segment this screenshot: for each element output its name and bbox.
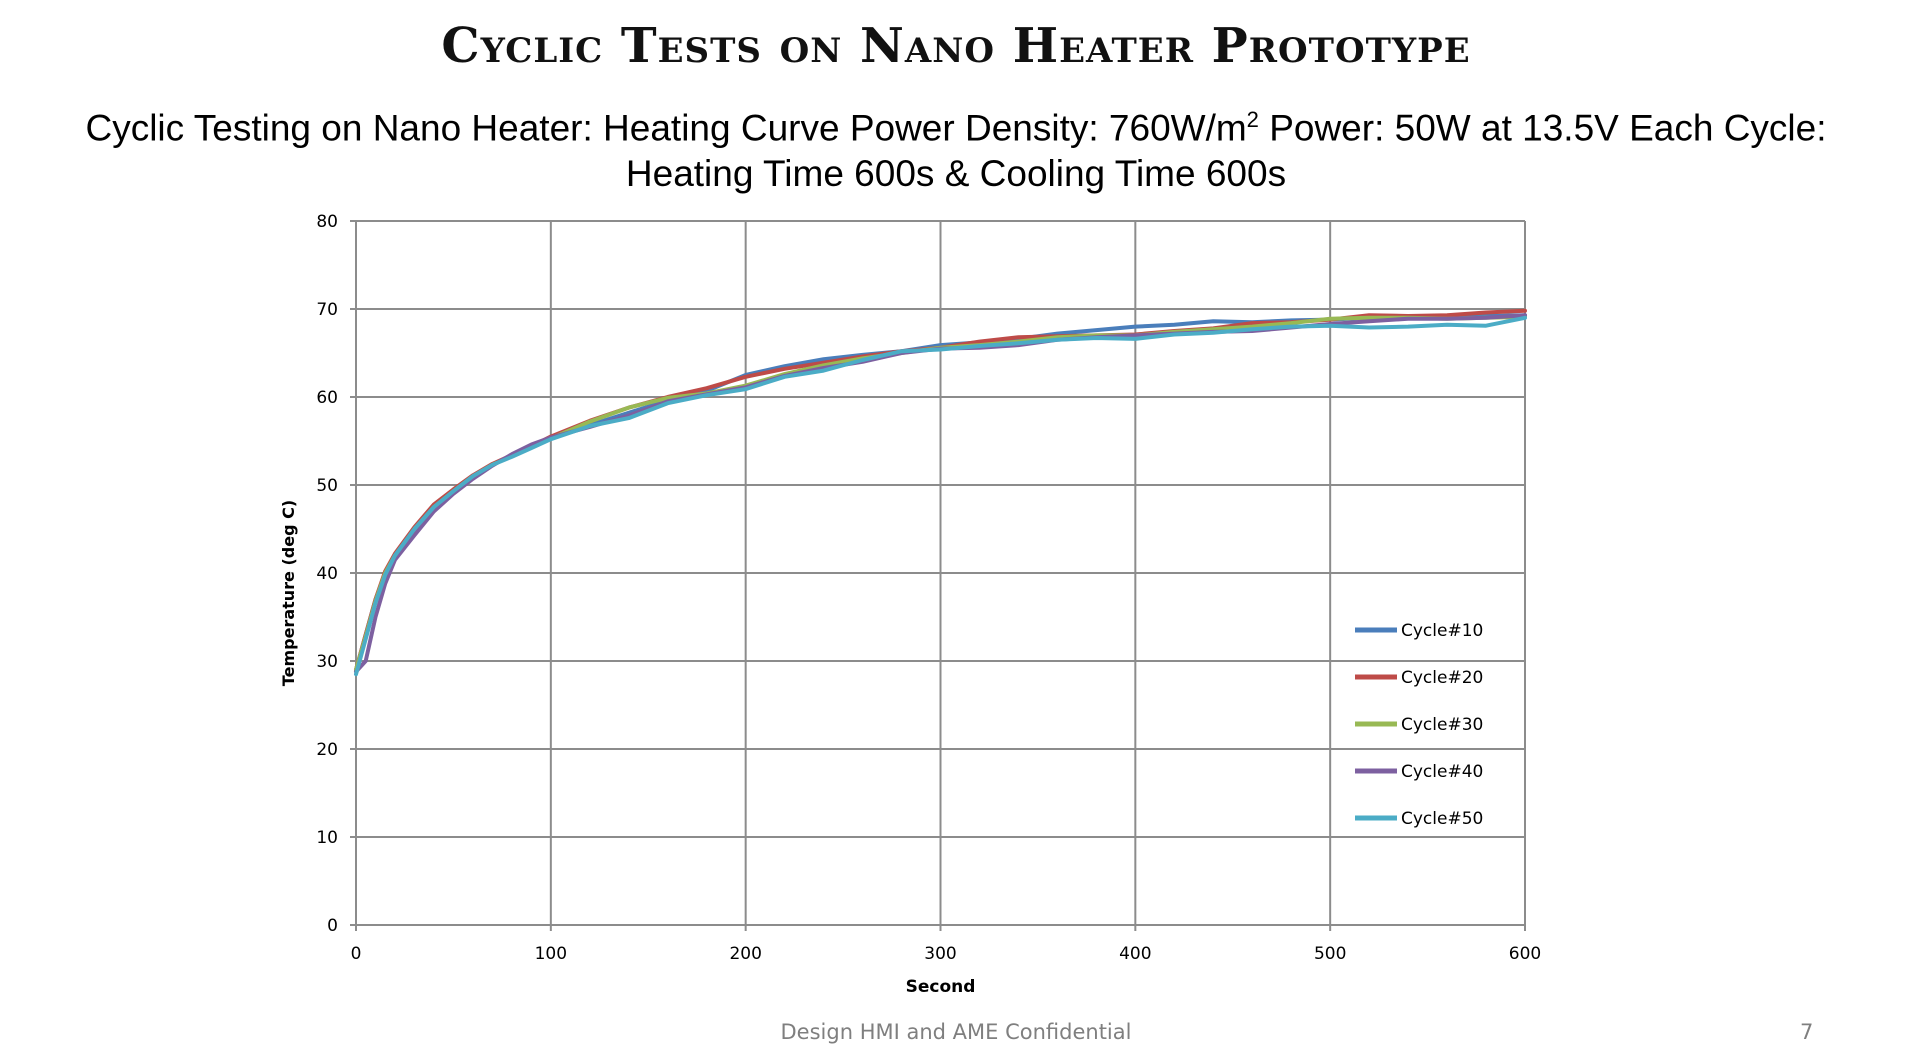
legend-label: Cycle#10 [1401,621,1483,641]
footer-confidential: Design HMI and AME Confidential [780,1020,1132,1044]
legend-label: Cycle#40 [1401,762,1483,782]
page-number: 7 [1800,1020,1814,1044]
y-tick-label: 50 [316,476,338,496]
y-tick-label: 10 [316,828,338,848]
y-tick-label: 0 [327,916,338,936]
y-tick-label: 40 [316,564,338,584]
slide-title: Cyclic Tests on Nano Heater Prototype [441,18,1471,74]
legend-label: Cycle#50 [1401,809,1483,829]
y-tick-label: 80 [316,212,338,232]
x-tick-label: 300 [924,944,956,964]
x-tick-label: 100 [535,944,567,964]
legend-label: Cycle#30 [1401,715,1483,735]
x-axis-label: Second [906,977,976,997]
y-tick-label: 20 [316,740,338,760]
chart-series [354,308,1527,677]
chart-title-text: Cyclic Testing on Nano Heater: Heating C… [85,107,1247,149]
y-axis-label: Temperature (deg C) [279,500,298,686]
chart-gridlines [350,220,1526,931]
series-line-5 [354,315,1527,677]
x-tick-label: 0 [351,944,362,964]
chart-title-text-continued: Power: 50W at 13.5V Each Cycle: Heating … [625,107,1827,195]
x-tick-label: 400 [1119,944,1151,964]
x-tick-label: 600 [1509,944,1541,964]
y-tick-label: 30 [316,652,338,672]
chart-title-superscript: 2 [1246,107,1259,132]
y-tick-label: 60 [316,388,338,408]
chart-axes: 0 10 20 30 40 50 60 70 80 0 100 200 300 400 500 600 [316,212,1541,964]
legend-label: Cycle#20 [1401,668,1483,688]
chart-title: Cyclic Testing on Nano Heater: Heating C… [60,97,1852,197]
x-tick-label: 200 [729,944,761,964]
y-tick-label: 70 [316,300,338,320]
x-tick-label: 500 [1314,944,1346,964]
chart-legend: Cycle#10 Cycle#20 Cycle#30 Cycle#40 Cycle#50 [1355,621,1483,829]
